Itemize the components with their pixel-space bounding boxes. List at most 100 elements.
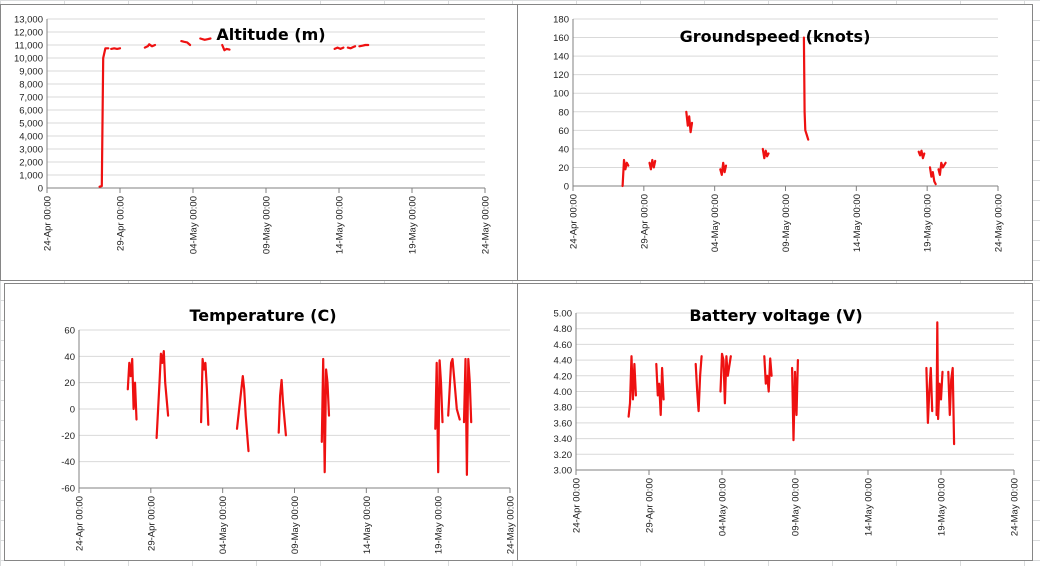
data-series-segment: [346, 45, 357, 50]
y-tick-label: 60: [64, 326, 75, 337]
x-tick-label: 09-May 00:00: [791, 478, 802, 536]
y-tick-label: 60: [558, 126, 569, 137]
y-tick-label: 5.00: [554, 309, 573, 320]
data-series-segment: [925, 366, 934, 424]
y-tick-label: -60: [61, 484, 75, 495]
x-tick-label: 29-Apr 00:00: [116, 196, 127, 251]
y-tick-label: 4.60: [554, 340, 573, 351]
y-tick-label: 7,000: [19, 93, 43, 104]
y-tick-label: 4.20: [554, 371, 573, 382]
data-series-segment: [648, 158, 657, 171]
data-series-segment: [320, 357, 331, 474]
data-series-segment: [199, 37, 212, 41]
y-tick-label: 20: [64, 378, 75, 389]
y-tick-label: 0: [38, 184, 43, 195]
data-series-segment: [935, 321, 944, 421]
y-tick-label: 3,000: [19, 145, 43, 156]
data-series-segment: [655, 362, 665, 417]
data-series-segment: [621, 158, 630, 188]
y-tick-label: -40: [61, 457, 75, 468]
y-tick-label: 8,000: [19, 80, 43, 91]
data-series-segment: [333, 46, 345, 50]
x-tick-label: 19-May 00:00: [923, 194, 934, 252]
y-tick-label: 13,000: [14, 15, 43, 26]
data-series-segment: [277, 378, 287, 437]
chart-title: Groundspeed (knots): [680, 27, 871, 46]
y-tick-label: 9,000: [19, 67, 43, 78]
x-tick-label: 09-May 00:00: [262, 196, 273, 254]
data-series-segment: [434, 359, 444, 474]
altitude-chart: 0 1,000 2,000 3,000 4,000 5,000 6,000 7,000 8,00…: [0, 4, 520, 281]
altitude-plot: 0 1,000 2,000 3,000 4,000 5,000 6,000 7,000 8,00…: [14, 15, 492, 255]
x-tick-label: 14-May 00:00: [864, 478, 875, 536]
x-tick-label: 09-May 00:00: [781, 194, 792, 252]
data-series-segment: [200, 357, 210, 426]
y-tick-label: 3.00: [554, 466, 573, 477]
x-tick-label: 24-Apr 00:00: [572, 478, 583, 533]
y-tick-label: 180: [553, 15, 569, 26]
y-tick-label: 3.80: [554, 403, 573, 414]
y-tick-label: 40: [558, 144, 569, 155]
x-tick-label: 09-May 00:00: [290, 496, 301, 554]
y-tick-label: 3.40: [554, 434, 573, 445]
data-series-segment: [126, 357, 138, 421]
x-tick-label: 24-May 00:00: [994, 194, 1005, 252]
y-tick-label: 2,000: [19, 158, 43, 169]
x-tick-label: 29-Apr 00:00: [146, 496, 157, 551]
chart-title: Battery voltage (V): [689, 306, 862, 325]
y-tick-label: 0: [70, 405, 75, 416]
data-series-segment: [937, 161, 947, 176]
data-series-segment: [143, 43, 157, 49]
battery-chart: 3.00 3.20 3.40 3.60 3.80 4.00 4.20 4.40 4.60 4.80…: [517, 283, 1033, 561]
data-series-segment: [928, 166, 937, 186]
x-tick-label: 24-May 00:00: [481, 196, 492, 254]
data-series-segment: [719, 352, 732, 405]
y-tick-label: 1,000: [19, 171, 43, 182]
y-tick-label: 100: [553, 89, 569, 100]
x-tick-label: 14-May 00:00: [335, 196, 346, 254]
temperature-plot: -60 -40 -20 0 20 40 60 24-Apr 00:00 29-Apr 00:00…: [61, 306, 517, 554]
y-tick-label: 3.20: [554, 450, 573, 461]
y-tick-label: 140: [553, 52, 569, 63]
data-series-segment: [627, 355, 637, 418]
x-tick-label: 24-Apr 00:00: [75, 496, 86, 551]
y-tick-label: 11,000: [15, 41, 43, 52]
x-tick-label: 04-May 00:00: [189, 196, 200, 254]
y-tick-label: 0: [564, 182, 569, 193]
x-tick-label: 04-May 00:00: [218, 496, 229, 554]
y-tick-label: 4.00: [554, 387, 573, 398]
y-tick-label: 10,000: [14, 54, 43, 65]
y-tick-label: 80: [558, 107, 569, 118]
x-tick-label: 04-May 00:00: [718, 478, 729, 536]
groundspeed-chart: 0 20 40 60 80 100 120 140 160 180 24-Apr 00:00 29-A…: [517, 4, 1033, 281]
x-tick-label: 24-Apr 00:00: [43, 196, 54, 251]
y-tick-label: 5,000: [19, 119, 43, 130]
y-tick-label: 120: [553, 70, 569, 81]
x-tick-label: 14-May 00:00: [362, 496, 373, 554]
data-series-segment: [462, 357, 473, 476]
y-tick-label: 20: [558, 163, 569, 174]
x-tick-label: 24-May 00:00: [1010, 478, 1021, 536]
data-series-segment: [447, 357, 461, 421]
data-series-segment: [719, 161, 728, 176]
x-tick-label: 14-May 00:00: [852, 194, 863, 252]
battery-plot: 3.00 3.20 3.40 3.60 3.80 4.00 4.20 4.40 4.60 4.80…: [554, 306, 1021, 536]
x-tick-label: 04-May 00:00: [710, 194, 721, 252]
x-tick-label: 24-May 00:00: [506, 496, 517, 554]
y-tick-label: 4.40: [554, 356, 573, 367]
y-tick-label: 4.80: [554, 324, 573, 335]
data-series-segment: [763, 355, 773, 393]
x-tick-label: 29-Apr 00:00: [645, 478, 656, 533]
x-tick-label: 19-May 00:00: [434, 496, 445, 554]
temperature-chart: -60 -40 -20 0 20 40 60 24-Apr 00:00 29-Apr 00:00…: [4, 283, 520, 561]
data-series-segment: [694, 355, 703, 413]
data-series-segment: [947, 366, 956, 446]
data-series-segment: [685, 110, 694, 134]
data-series-segment: [358, 43, 370, 48]
data-series-segment: [180, 40, 192, 47]
data-series-segment: [98, 47, 110, 188]
chart-title: Temperature (C): [189, 306, 336, 325]
data-series-segment: [235, 375, 250, 453]
y-tick-label: 3.60: [554, 418, 573, 429]
x-tick-label: 19-May 00:00: [937, 478, 948, 536]
